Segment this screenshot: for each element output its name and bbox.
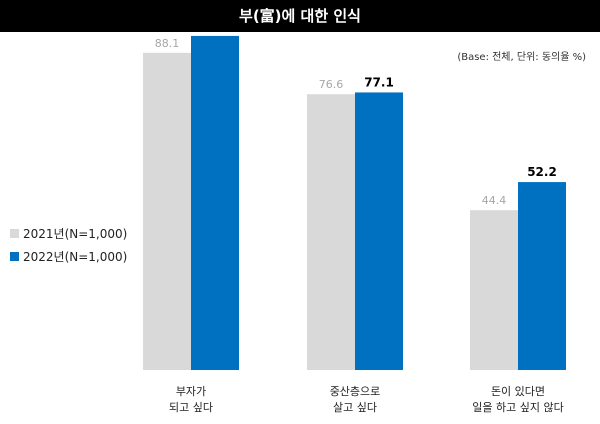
category-label-1-line1: 부자가: [175, 385, 207, 398]
bar-3-series-1: [470, 210, 518, 370]
data-label-1-series-1: 88.1: [155, 37, 180, 50]
data-label-2-series-1: 76.6: [319, 78, 344, 91]
data-label-3-series-1: 44.4: [482, 194, 507, 207]
data-label-1-series-2: 92.8: [200, 19, 230, 33]
legend-label-2022: 2022년(N=1,000): [23, 250, 128, 264]
bar-3-series-2: [518, 182, 566, 370]
bar-1-series-2: [191, 35, 239, 371]
category-label-1: 부자가 되고 싶다: [121, 384, 261, 416]
category-label-2-line1: 중산층으로: [329, 385, 381, 398]
category-label-3-line1: 돈이 있다면: [490, 385, 546, 398]
bar-2-series-1: [307, 94, 355, 371]
bar-1-series-1: [143, 52, 191, 371]
legend-item-2021: 2021년(N=1,000): [10, 222, 127, 245]
data-label-2-series-2: 77.1: [364, 75, 394, 89]
category-label-2: 중산층으로 살고 싶다: [285, 384, 425, 416]
category-label-3-line2: 일을 하고 싶지 않다: [472, 401, 564, 414]
unit-note: (Base: 전체, 단위: 동의율 %): [457, 52, 586, 63]
category-label-2-line2: 살고 싶다: [333, 401, 377, 414]
legend-label-2021: 2021년(N=1,000): [23, 227, 128, 241]
legend-item-2022: 2022년(N=1,000): [10, 245, 127, 268]
chart-title: 부(富)에 대한 인식: [0, 0, 600, 32]
category-label-1-line2: 되고 싶다: [169, 401, 213, 414]
legend-swatch-2022: [10, 252, 19, 261]
category-label-3: 돈이 있다면 일을 하고 싶지 않다: [448, 384, 588, 416]
bar-2-series-2: [355, 92, 403, 370]
legend: 2021년(N=1,000) 2022년(N=1,000): [10, 222, 127, 268]
legend-swatch-2021: [10, 229, 19, 238]
data-label-3-series-2: 52.2: [527, 165, 557, 179]
